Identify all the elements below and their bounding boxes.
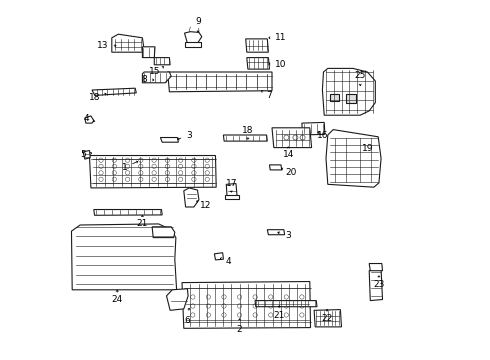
Text: 3: 3 bbox=[278, 231, 291, 240]
Text: 9: 9 bbox=[196, 17, 201, 32]
Text: 16: 16 bbox=[317, 130, 328, 139]
Polygon shape bbox=[72, 224, 176, 290]
Polygon shape bbox=[225, 195, 239, 199]
Polygon shape bbox=[369, 268, 383, 301]
Polygon shape bbox=[215, 253, 223, 260]
Text: 4: 4 bbox=[84, 114, 95, 123]
Polygon shape bbox=[112, 34, 144, 52]
Polygon shape bbox=[322, 68, 375, 115]
Text: 5: 5 bbox=[80, 150, 92, 159]
Text: 12: 12 bbox=[197, 201, 211, 210]
Text: 6: 6 bbox=[185, 308, 190, 325]
Text: 7: 7 bbox=[261, 91, 272, 100]
Polygon shape bbox=[94, 210, 162, 215]
Polygon shape bbox=[184, 188, 199, 207]
Text: 22: 22 bbox=[321, 310, 333, 323]
Text: 23: 23 bbox=[373, 276, 385, 289]
Text: 14: 14 bbox=[283, 147, 294, 159]
Text: 15: 15 bbox=[148, 66, 164, 76]
Text: 18: 18 bbox=[242, 126, 254, 139]
Polygon shape bbox=[83, 150, 90, 159]
Polygon shape bbox=[185, 32, 202, 43]
Text: 10: 10 bbox=[269, 60, 287, 69]
Polygon shape bbox=[167, 289, 188, 310]
Text: 20: 20 bbox=[282, 167, 297, 176]
Text: 19: 19 bbox=[362, 144, 373, 153]
Polygon shape bbox=[346, 94, 356, 103]
Text: 18: 18 bbox=[89, 93, 106, 102]
Polygon shape bbox=[247, 58, 270, 69]
Text: 3: 3 bbox=[178, 130, 192, 140]
Polygon shape bbox=[92, 88, 136, 95]
Polygon shape bbox=[223, 135, 268, 141]
Polygon shape bbox=[182, 282, 311, 328]
Polygon shape bbox=[330, 94, 339, 101]
Polygon shape bbox=[268, 230, 285, 235]
Polygon shape bbox=[154, 58, 170, 65]
Polygon shape bbox=[270, 165, 282, 170]
Polygon shape bbox=[245, 39, 269, 52]
Text: 17: 17 bbox=[225, 179, 237, 192]
Polygon shape bbox=[272, 128, 312, 148]
Polygon shape bbox=[255, 301, 317, 307]
Polygon shape bbox=[143, 47, 155, 58]
Text: 21: 21 bbox=[273, 306, 285, 320]
Text: 24: 24 bbox=[112, 291, 123, 304]
Text: 2: 2 bbox=[237, 319, 243, 334]
Polygon shape bbox=[369, 264, 383, 271]
Polygon shape bbox=[143, 72, 171, 83]
Polygon shape bbox=[314, 310, 342, 327]
Text: 11: 11 bbox=[269, 33, 287, 42]
Text: 1: 1 bbox=[122, 161, 138, 172]
Polygon shape bbox=[302, 122, 325, 135]
Text: 21: 21 bbox=[137, 216, 148, 228]
Polygon shape bbox=[226, 184, 237, 196]
Polygon shape bbox=[152, 227, 175, 238]
Polygon shape bbox=[185, 42, 201, 47]
Text: 25: 25 bbox=[354, 71, 366, 86]
Polygon shape bbox=[85, 116, 94, 123]
Text: 8: 8 bbox=[141, 76, 154, 85]
Polygon shape bbox=[168, 72, 272, 92]
Text: 4: 4 bbox=[220, 256, 232, 265]
Text: 13: 13 bbox=[97, 41, 116, 50]
Polygon shape bbox=[90, 156, 216, 188]
Polygon shape bbox=[160, 138, 178, 142]
Polygon shape bbox=[326, 130, 381, 187]
